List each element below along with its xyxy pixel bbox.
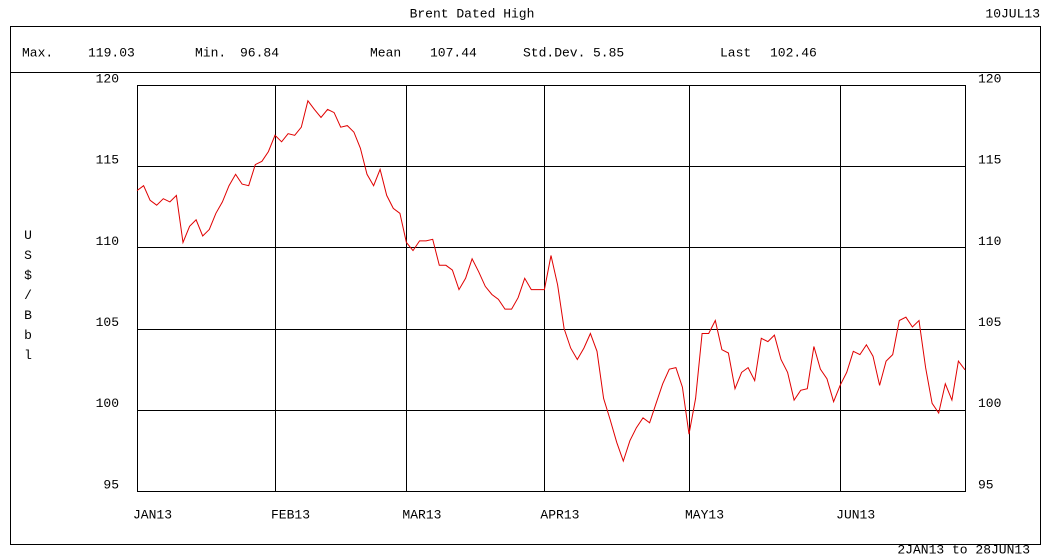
y-tick-label: 105 bbox=[96, 315, 119, 330]
plot-border bbox=[137, 85, 966, 492]
stat-value: 96.84 bbox=[240, 45, 279, 60]
stat-label: Min. bbox=[195, 45, 226, 60]
date: 10JUL13 bbox=[985, 6, 1040, 21]
stat-value: 107.44 bbox=[430, 45, 477, 60]
stat-label: Max. bbox=[22, 45, 53, 60]
stat-label: Mean bbox=[370, 45, 401, 60]
x-tick-label: APR13 bbox=[540, 507, 579, 522]
y-tick-label: 115 bbox=[96, 153, 119, 168]
stat-label: Last bbox=[720, 45, 751, 60]
date-range: 2JAN13 to 28JUN13 bbox=[897, 542, 1030, 557]
stat-value: 102.46 bbox=[770, 45, 817, 60]
x-tick-label: MAY13 bbox=[685, 507, 724, 522]
x-tick-label: MAR13 bbox=[402, 507, 441, 522]
title: Brent Dated High bbox=[410, 6, 535, 21]
y-tick-label: 100 bbox=[96, 396, 119, 411]
y-tick-label-right: 110 bbox=[978, 234, 1001, 249]
frame bbox=[10, 26, 1041, 545]
y-axis-label: US$/Bbl bbox=[21, 228, 36, 368]
y-tick-label-right: 115 bbox=[978, 153, 1001, 168]
y-tick-label-right: 120 bbox=[978, 71, 1001, 86]
y-tick-label-right: 95 bbox=[978, 477, 994, 492]
y-tick-label-right: 100 bbox=[978, 396, 1001, 411]
stat-label: Std.Dev. bbox=[523, 45, 585, 60]
y-tick-label-right: 105 bbox=[978, 315, 1001, 330]
stat-value: 119.03 bbox=[88, 45, 135, 60]
x-tick-label: JUN13 bbox=[836, 507, 875, 522]
x-tick-label: FEB13 bbox=[271, 507, 310, 522]
y-tick-label: 95 bbox=[103, 477, 119, 492]
stat-value: 5.85 bbox=[593, 45, 624, 60]
price-line bbox=[136, 99, 966, 463]
x-tick-label: JAN13 bbox=[133, 507, 172, 522]
y-tick-label: 120 bbox=[96, 71, 119, 86]
y-tick-label: 110 bbox=[96, 234, 119, 249]
